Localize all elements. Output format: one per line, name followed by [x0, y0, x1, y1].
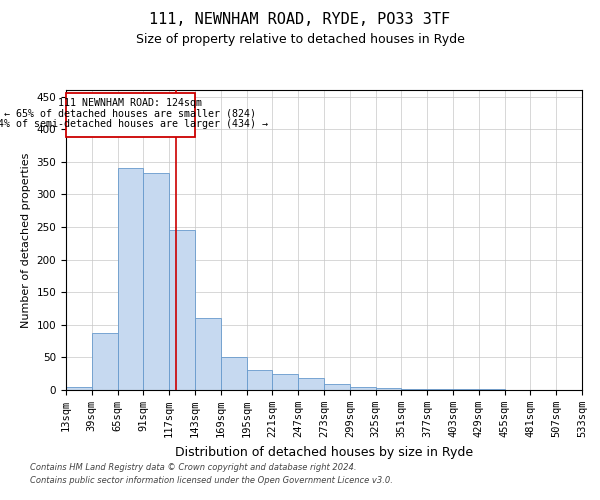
Text: Contains HM Land Registry data © Crown copyright and database right 2024.: Contains HM Land Registry data © Crown c… — [30, 464, 356, 472]
Y-axis label: Number of detached properties: Number of detached properties — [21, 152, 31, 328]
Bar — [401, 388, 427, 390]
Bar — [298, 378, 324, 390]
Bar — [247, 370, 272, 390]
Bar — [350, 388, 376, 390]
Bar — [324, 384, 350, 390]
X-axis label: Distribution of detached houses by size in Ryde: Distribution of detached houses by size … — [175, 446, 473, 458]
Bar — [92, 332, 118, 390]
Text: 111, NEWNHAM ROAD, RYDE, PO33 3TF: 111, NEWNHAM ROAD, RYDE, PO33 3TF — [149, 12, 451, 28]
Bar — [195, 318, 221, 390]
Text: Contains public sector information licensed under the Open Government Licence v3: Contains public sector information licen… — [30, 476, 393, 485]
Bar — [143, 173, 169, 390]
Bar — [66, 92, 195, 137]
Bar — [221, 358, 247, 390]
Bar — [118, 168, 143, 390]
Bar — [66, 386, 92, 390]
Text: 111 NEWNHAM ROAD: 124sqm: 111 NEWNHAM ROAD: 124sqm — [59, 98, 203, 108]
Bar — [376, 388, 401, 390]
Text: ← 65% of detached houses are smaller (824): ← 65% of detached houses are smaller (82… — [5, 108, 257, 118]
Text: 34% of semi-detached houses are larger (434) →: 34% of semi-detached houses are larger (… — [0, 119, 269, 129]
Text: Size of property relative to detached houses in Ryde: Size of property relative to detached ho… — [136, 32, 464, 46]
Bar — [169, 230, 195, 390]
Bar — [272, 374, 298, 390]
